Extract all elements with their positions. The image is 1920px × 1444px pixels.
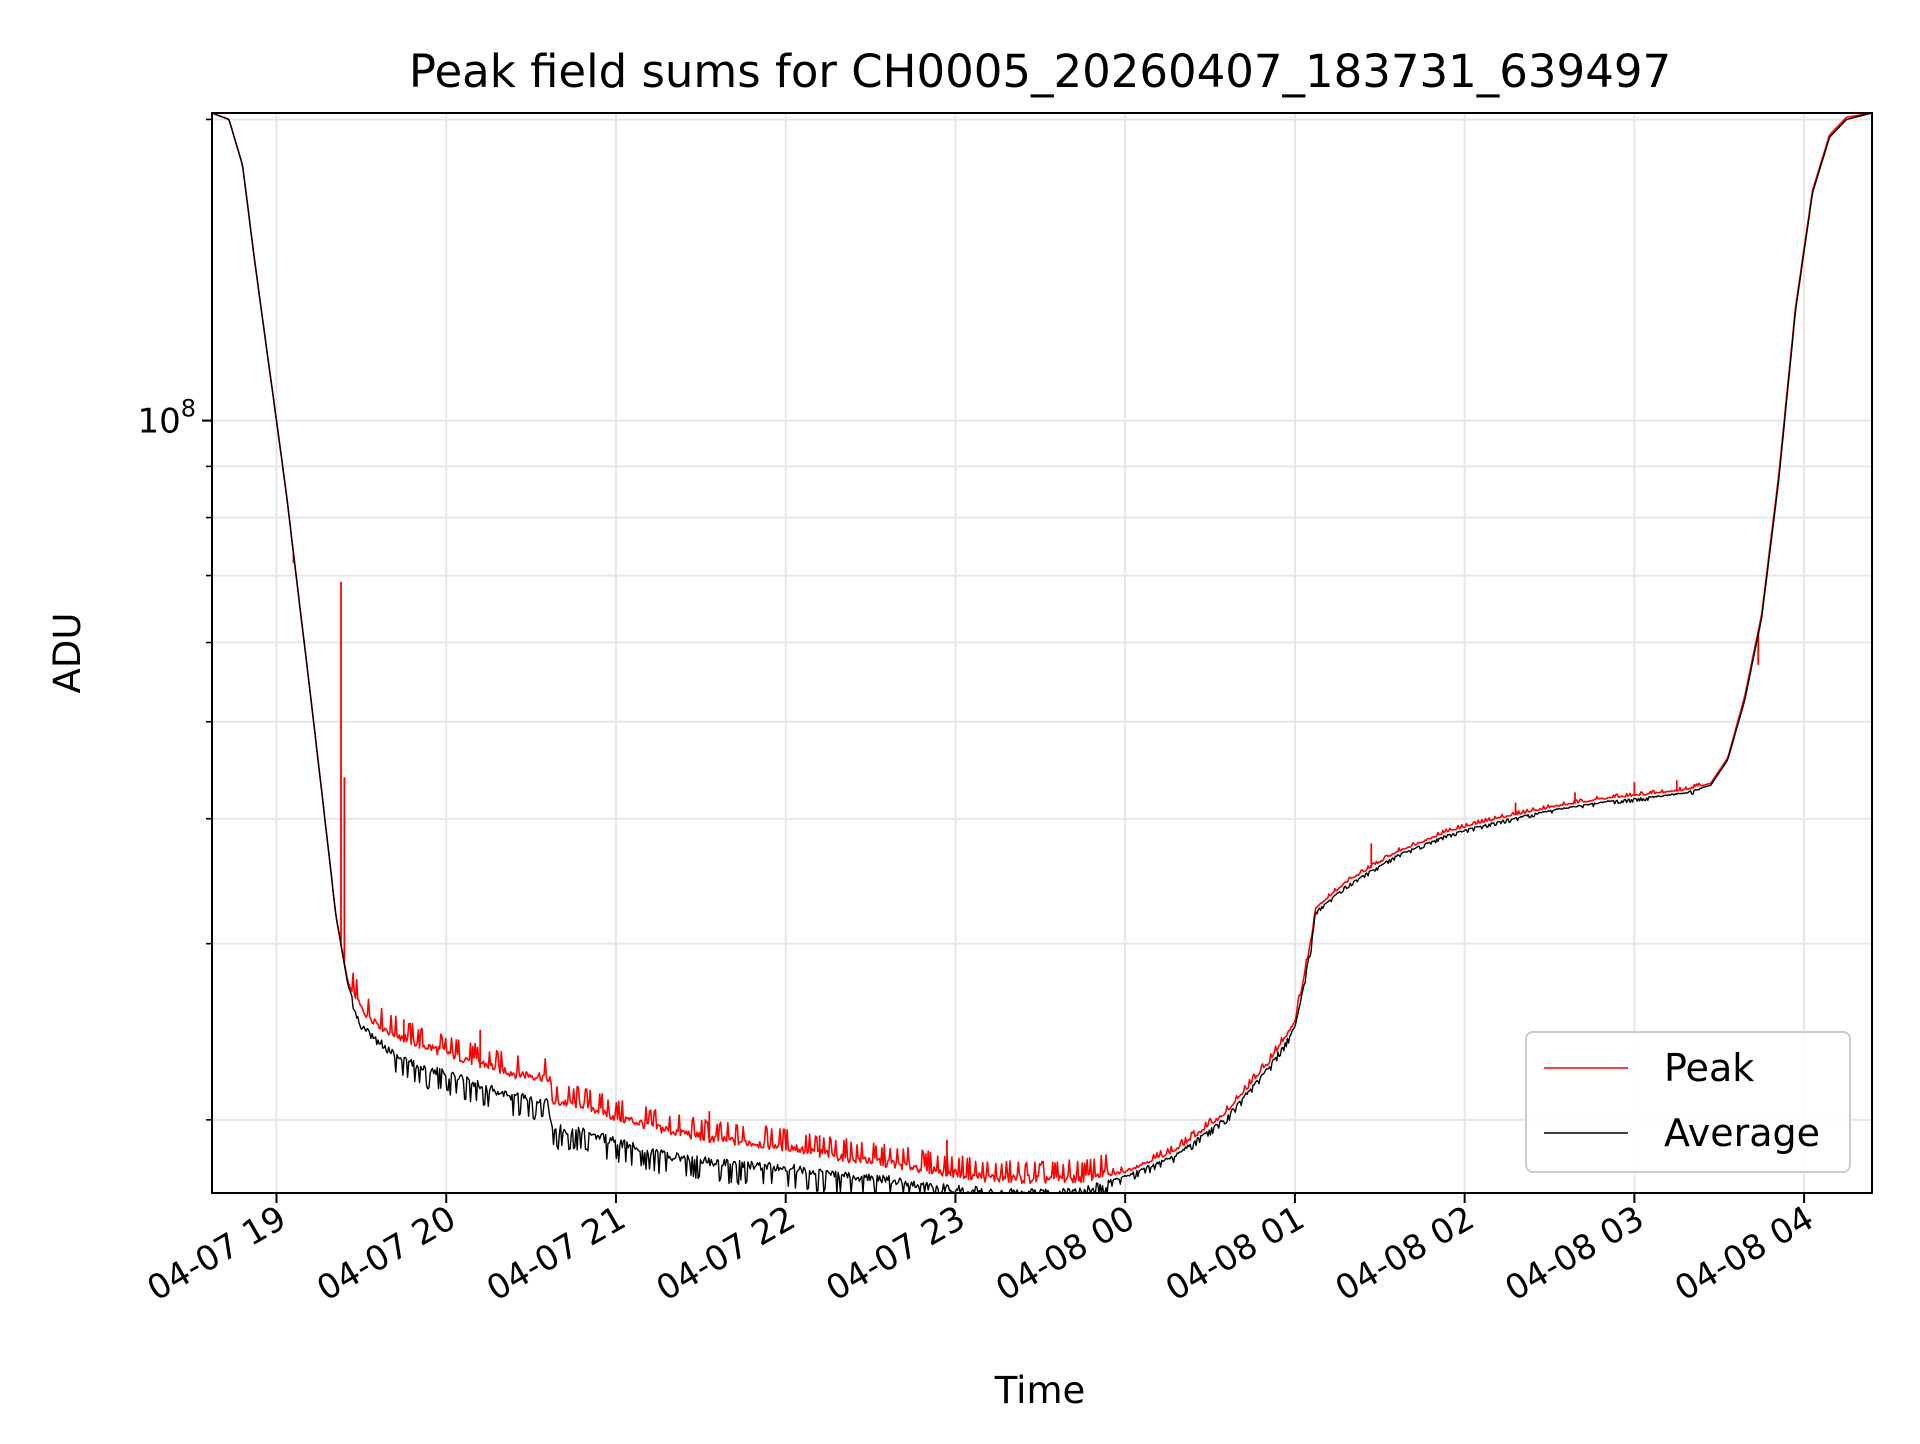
legend-peak-label: Peak (1664, 1046, 1754, 1090)
y-tick-base: 10 (137, 402, 180, 442)
plot-frame (211, 112, 1873, 1194)
series-line-average (211, 112, 1873, 1194)
legend-box (1525, 1031, 1851, 1173)
series-layer (211, 112, 1873, 1194)
y-axis-label: ADU (46, 613, 89, 694)
chart-title: Peak field sums for CH0005_20260407_1837… (409, 45, 1671, 98)
legend-average-label: Average (1664, 1111, 1820, 1155)
series-line-peak (211, 112, 1873, 1185)
y-axis: 108 (137, 118, 212, 1121)
legend: Peak Average (1525, 1031, 1851, 1173)
y-tick-label: 108 (137, 395, 196, 442)
x-axis-label: Time (994, 1369, 1086, 1412)
y-tick-exponent: 8 (181, 395, 196, 423)
